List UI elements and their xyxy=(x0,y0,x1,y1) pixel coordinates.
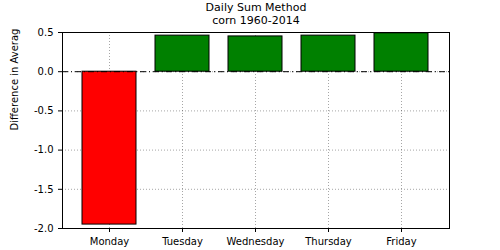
svg-text:Tuesday: Tuesday xyxy=(161,236,203,247)
svg-text:Difference in Average Trade: Difference in Average Trade xyxy=(9,28,20,131)
svg-text:Friday: Friday xyxy=(386,236,416,247)
svg-text:Monday: Monday xyxy=(90,236,130,247)
html-text:Daily Sum Method: Daily Sum Method xyxy=(205,1,307,14)
svg-text:-1.5: -1.5 xyxy=(34,184,54,195)
svg-text:-1.0: -1.0 xyxy=(34,144,54,155)
svg-text:Thursday: Thursday xyxy=(304,236,352,247)
html-text:corn 1960-2014: corn 1960-2014 xyxy=(212,14,300,27)
svg-text:-0.5: -0.5 xyxy=(34,105,54,116)
svg-text:-2.0: -2.0 xyxy=(34,223,54,234)
svg-text:Wednesday: Wednesday xyxy=(227,236,285,247)
svg-text:0.5: 0.5 xyxy=(38,28,54,38)
svg-text:0.0: 0.0 xyxy=(38,66,54,77)
